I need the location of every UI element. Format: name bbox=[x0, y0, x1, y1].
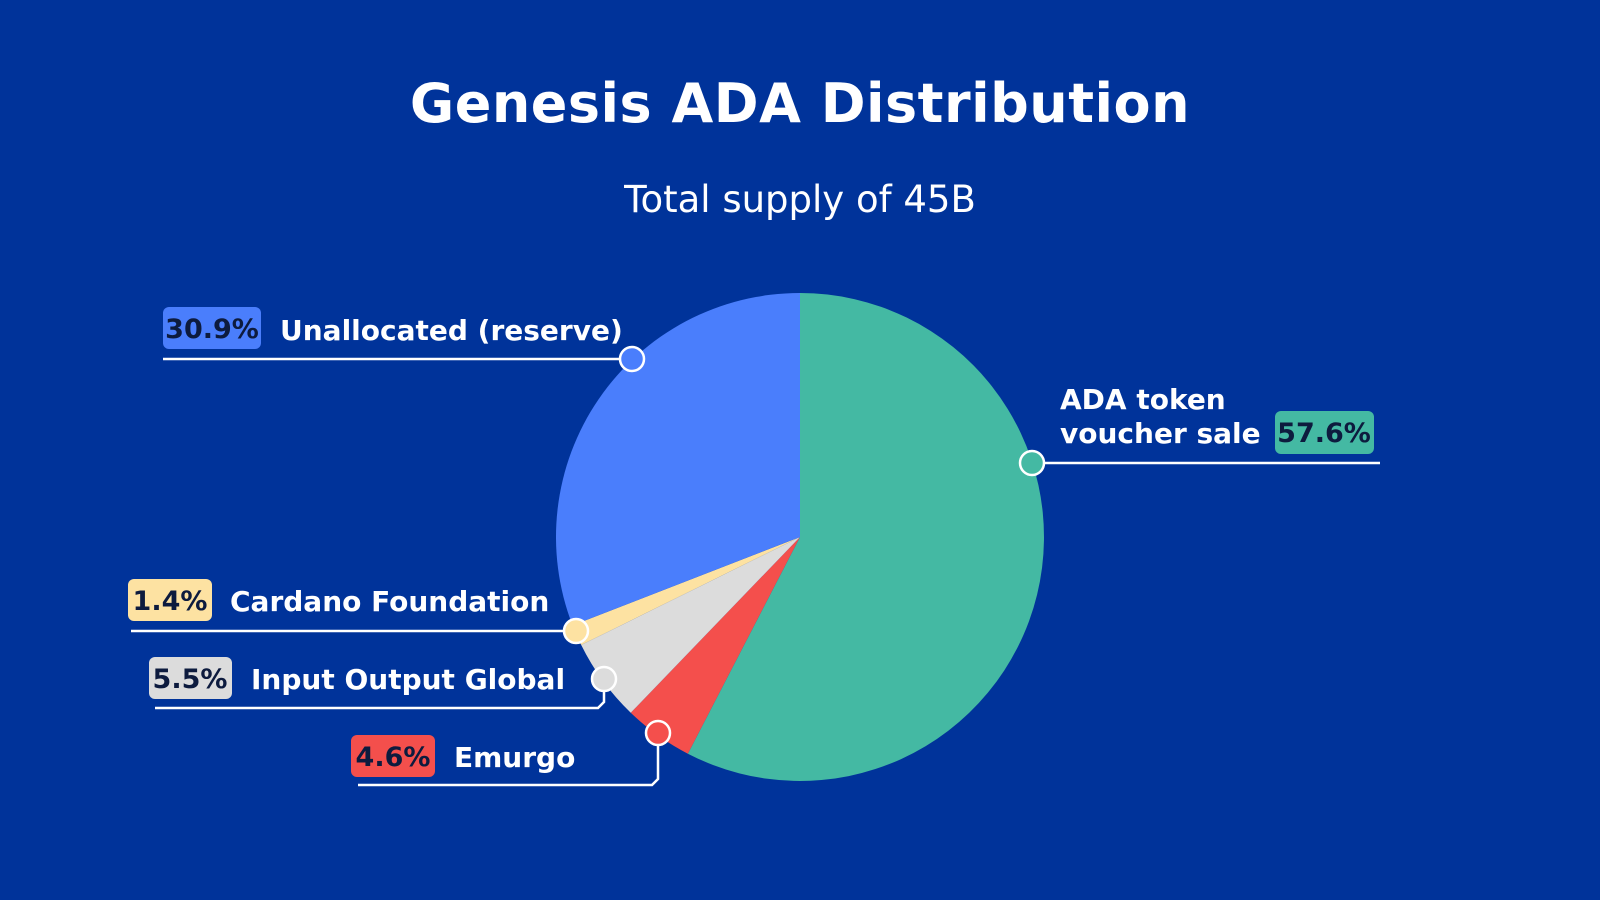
slice-cardano-foundation bbox=[572, 537, 800, 646]
callout-emurgo: 4.6% Emurgo bbox=[351, 719, 672, 787]
callout-leader-line bbox=[358, 733, 660, 787]
chart-title: Genesis ADA Distribution bbox=[409, 72, 1191, 135]
slice-label-line-2: voucher sale bbox=[1060, 417, 1261, 450]
callout-dot bbox=[618, 345, 646, 373]
callout-dot bbox=[590, 665, 618, 693]
callout-unallocated-reserve: 30.9% Unallocated (reserve) bbox=[163, 307, 646, 373]
slice-label: Input Output Global bbox=[251, 663, 565, 696]
callout-dot bbox=[644, 719, 672, 747]
value-badge bbox=[163, 307, 261, 349]
value-label: 5.5% bbox=[153, 664, 228, 695]
callout-cardano-foundation: 1.4% Cardano Foundation bbox=[128, 579, 590, 645]
slice-label-line-1: ADA token bbox=[1060, 383, 1226, 416]
value-badge bbox=[149, 657, 232, 699]
value-badge bbox=[1275, 411, 1374, 454]
value-label: 30.9% bbox=[165, 314, 259, 345]
slice-label: Emurgo bbox=[454, 741, 575, 774]
callout-input-output-global: 5.5% Input Output Global bbox=[149, 657, 618, 710]
slice-unallocated-reserve bbox=[555, 292, 800, 626]
slice-label: Cardano Foundation bbox=[230, 585, 549, 618]
value-badge bbox=[351, 735, 435, 777]
slice-label: Unallocated (reserve) bbox=[280, 314, 623, 347]
value-label: 57.6% bbox=[1277, 418, 1371, 449]
callout-ada-token-voucher-sale: ADA token voucher sale 57.6% bbox=[1018, 383, 1380, 477]
value-label: 4.6% bbox=[356, 742, 431, 773]
value-badge bbox=[128, 579, 212, 621]
callout-dot bbox=[1018, 449, 1046, 477]
value-label: 1.4% bbox=[133, 586, 208, 617]
slice-input-output-global bbox=[581, 537, 800, 713]
pie-slices bbox=[555, 292, 1044, 781]
slice-emurgo bbox=[630, 537, 800, 754]
callout-dot bbox=[562, 617, 590, 645]
slice-ada-token-voucher-sale bbox=[687, 293, 1044, 781]
chart-subtitle: Total supply of 45B bbox=[624, 178, 976, 221]
